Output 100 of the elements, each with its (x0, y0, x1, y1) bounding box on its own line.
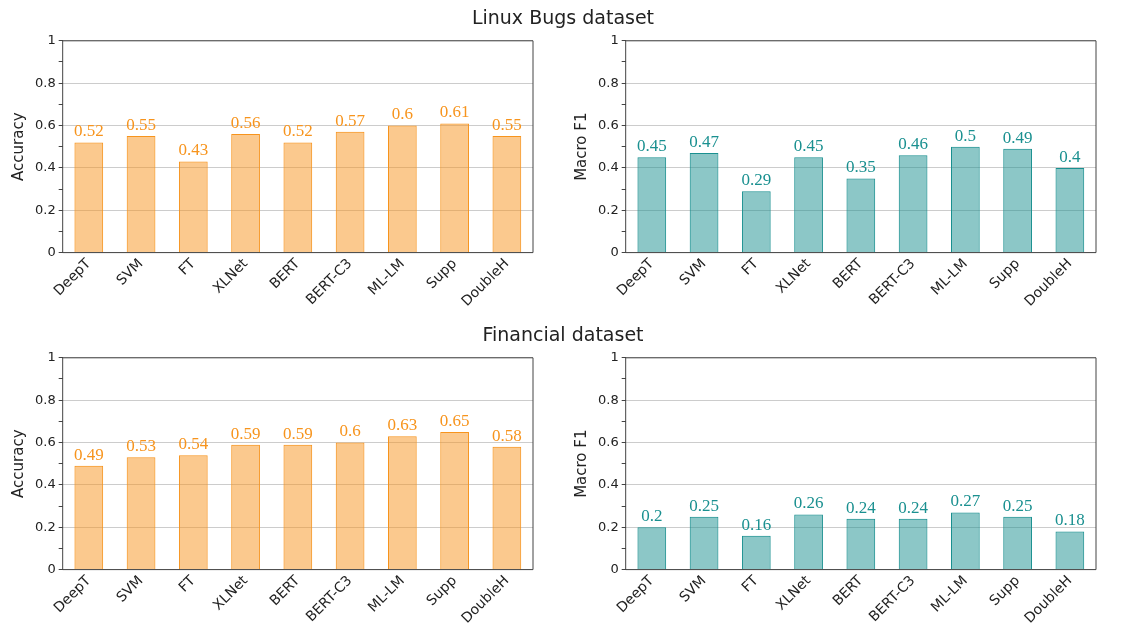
y-tick-label: 0.8 (597, 74, 619, 90)
data-label: 0.58 (492, 425, 522, 445)
bar (387, 436, 417, 570)
bar (178, 161, 208, 253)
y-tick-label: 0 (47, 243, 56, 259)
y-tick-label: 0.6 (597, 433, 619, 449)
y-tick-label: 0.8 (597, 391, 619, 407)
y-tick-label: 0.4 (597, 159, 619, 175)
y-tick-label: 0.2 (597, 518, 619, 534)
y-tick-label: 0.8 (34, 391, 56, 407)
bar (638, 528, 666, 570)
y-tick-label: 0.6 (34, 433, 56, 449)
y-tick-label: 0.2 (597, 201, 619, 217)
data-label: 0.65 (439, 410, 470, 430)
data-label: 0.25 (1002, 495, 1033, 515)
chart-title: Financial dataset (481, 323, 645, 347)
data-label: 0.57 (335, 110, 366, 130)
y-axis-title: Macro F1 (571, 112, 590, 181)
bar (1003, 516, 1032, 570)
bar (899, 156, 927, 253)
y-tick-label: 0 (610, 560, 619, 576)
data-label: 0.6 (339, 421, 361, 441)
y-tick-label: 0.6 (597, 116, 619, 132)
y-tick-label: 0.8 (34, 74, 56, 90)
data-label: 0.2 (641, 506, 663, 526)
data-label: 0.59 (282, 423, 313, 443)
bar (1055, 531, 1085, 570)
data-label: 0.59 (230, 423, 261, 443)
data-label: 0.4 (1059, 146, 1081, 166)
data-label: 0.26 (793, 493, 824, 513)
bar (898, 518, 928, 570)
bar (794, 157, 823, 253)
bar (440, 123, 469, 253)
bar (283, 142, 313, 253)
y-tick-label: 0.4 (597, 476, 619, 492)
bar (127, 458, 155, 570)
bar (74, 142, 104, 253)
y-axis-title: Accuracy (8, 112, 27, 181)
y-axis-title: Accuracy (8, 429, 27, 498)
bar (689, 153, 719, 253)
data-label: 0.45 (793, 136, 824, 156)
data-label: 0.55 (492, 115, 522, 135)
bar (638, 158, 666, 253)
bar (741, 191, 771, 253)
data-label: 0.18 (1055, 510, 1085, 530)
data-label: 0.52 (282, 121, 313, 141)
bar (846, 518, 876, 570)
data-label: 0.27 (950, 491, 981, 511)
bar (492, 136, 522, 253)
bar (440, 431, 469, 570)
x-tick-label: FT (738, 254, 762, 278)
bar (794, 514, 823, 570)
y-tick-label: 0.4 (34, 476, 56, 492)
data-label: 0.5 (954, 125, 976, 145)
data-label: 0.52 (73, 121, 104, 141)
x-tick-label: FT (175, 254, 199, 278)
y-tick-label: 1 (47, 349, 56, 365)
bar (492, 446, 522, 570)
data-label: 0.61 (439, 102, 470, 122)
data-label: 0.55 (126, 115, 156, 135)
y-tick-label: 0 (610, 243, 619, 259)
y-tick-label: 0 (47, 560, 56, 576)
data-label: 0.24 (898, 497, 929, 517)
data-label: 0.6 (391, 104, 413, 124)
bar (387, 125, 417, 253)
bar (1055, 167, 1085, 253)
bar (741, 535, 771, 570)
bar (689, 516, 719, 570)
data-label: 0.49 (73, 444, 104, 464)
data-label: 0.29 (741, 170, 772, 190)
data-label: 0.54 (178, 434, 209, 454)
data-label: 0.53 (126, 436, 156, 456)
bar (950, 512, 980, 570)
data-label: 0.47 (689, 132, 720, 152)
y-tick-label: 1 (610, 32, 619, 48)
data-label: 0.35 (845, 157, 876, 177)
data-label: 0.63 (387, 415, 418, 435)
y-tick-label: 1 (47, 32, 56, 48)
x-tick-label: FT (738, 571, 762, 595)
data-label: 0.49 (1002, 127, 1033, 147)
bar (283, 444, 313, 570)
x-tick-label: FT (175, 571, 199, 595)
data-label: 0.24 (845, 497, 877, 517)
chart-title: Linux Bugs dataset (470, 6, 656, 30)
bar (1003, 148, 1032, 253)
bar (126, 136, 156, 253)
bar (231, 444, 260, 570)
bar (74, 465, 104, 570)
data-label: 0.25 (689, 495, 719, 515)
bar (335, 131, 365, 253)
bar (950, 146, 980, 253)
data-label: 0.46 (898, 134, 928, 154)
data-label: 0.43 (178, 140, 209, 160)
y-tick-label: 0.2 (34, 518, 56, 534)
y-axis-title: Macro F1 (571, 429, 590, 498)
bar (846, 178, 876, 253)
data-label: 0.56 (230, 112, 261, 132)
bar (231, 133, 260, 253)
data-label: 0.45 (636, 136, 667, 156)
y-tick-label: 0.4 (34, 159, 56, 175)
